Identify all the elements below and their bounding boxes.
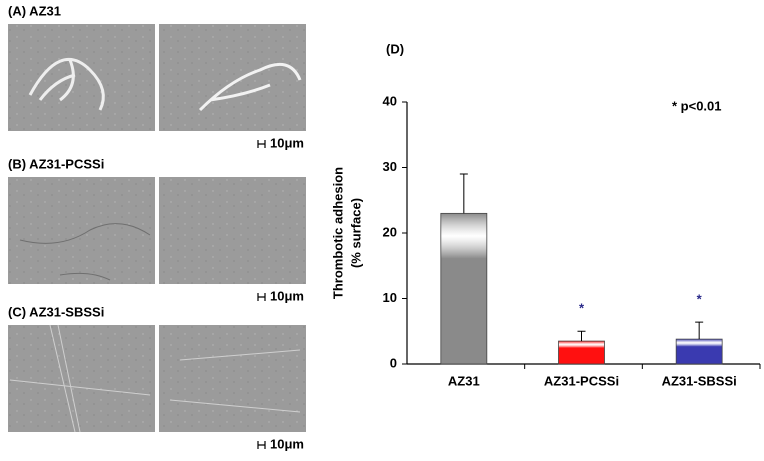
x-tick-label: AZ31 bbox=[448, 373, 480, 388]
panel-label: (B) AZ31-PCSSi bbox=[8, 156, 104, 171]
error-bar bbox=[695, 321, 704, 340]
error-bar bbox=[459, 173, 468, 214]
scratch bbox=[9, 324, 301, 433]
significance-marker: * bbox=[579, 301, 585, 316]
bar bbox=[440, 212, 488, 365]
scale-bar-label: 10μm bbox=[270, 135, 304, 150]
sem-image bbox=[8, 24, 155, 131]
panel-labels: (A) AZ31 10μm (B) AZ31-PCSSi 10μm (C) AZ31-S… bbox=[8, 3, 304, 451]
y-tick-label: 0 bbox=[390, 355, 397, 370]
bar bbox=[675, 338, 723, 365]
panel-label: (A) AZ31 bbox=[8, 3, 61, 18]
clot-feature bbox=[28, 58, 105, 111]
y-axis-label: Thrombotic adhesion bbox=[330, 167, 345, 299]
surface-line bbox=[19, 223, 151, 281]
sem-image bbox=[159, 325, 306, 432]
sem-image bbox=[8, 177, 155, 284]
sem-image bbox=[159, 177, 306, 284]
scale-bar-label: 10μm bbox=[270, 436, 304, 451]
y-tick-label: 30 bbox=[383, 159, 397, 174]
y-axis-label: (% surface) bbox=[348, 198, 363, 268]
scale-bar-label: 10μm bbox=[270, 288, 304, 303]
chart-title: (D) bbox=[386, 41, 404, 56]
panel-label: (C) AZ31-SBSSi bbox=[8, 304, 104, 319]
bar bbox=[558, 340, 605, 365]
significance-marker: * bbox=[697, 292, 703, 307]
clot-feature bbox=[198, 62, 302, 112]
y-tick-label: 10 bbox=[383, 290, 397, 305]
scale-bar bbox=[257, 140, 266, 148]
annotation: * p<0.01 bbox=[672, 98, 722, 113]
x-tick-label: AZ31-SBSSi bbox=[662, 373, 737, 388]
scale-bar bbox=[257, 441, 266, 449]
sem-image bbox=[159, 24, 306, 131]
scale-bar bbox=[257, 293, 266, 301]
sem-images bbox=[8, 24, 306, 433]
y-tick-label: 40 bbox=[383, 93, 397, 108]
sem-image bbox=[8, 325, 155, 432]
error-bar bbox=[577, 330, 586, 342]
x-tick-label: AZ31-PCSSi bbox=[544, 373, 619, 388]
y-tick-label: 20 bbox=[383, 224, 397, 239]
chart: (D) * p<0.01 Thrombotic adhesion (% surface… bbox=[330, 41, 761, 388]
